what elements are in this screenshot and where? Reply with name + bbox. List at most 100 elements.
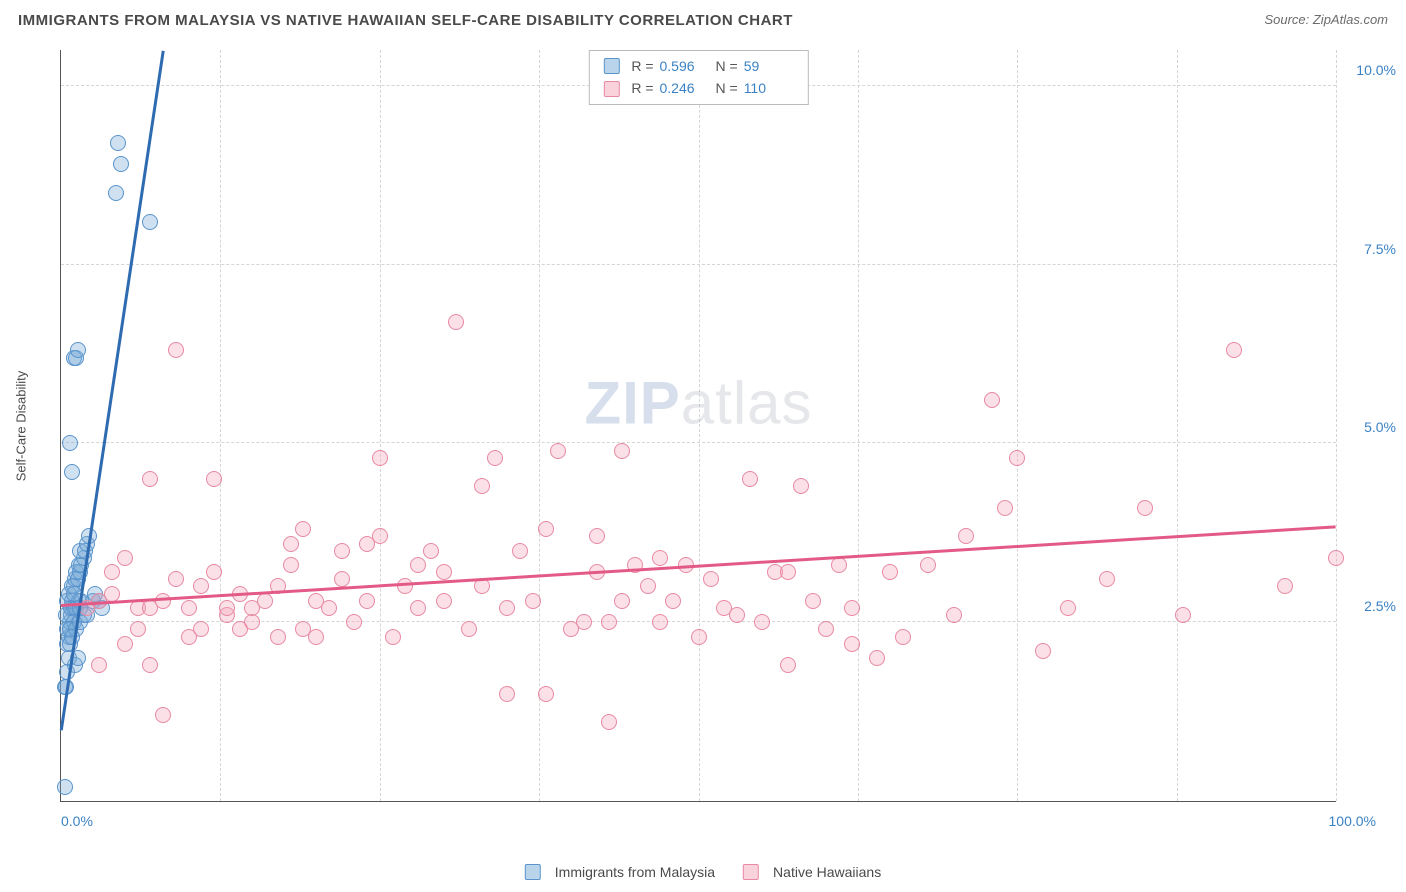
scatter-point — [372, 528, 388, 544]
scatter-point — [346, 614, 362, 630]
scatter-point — [1099, 571, 1115, 587]
scatter-point — [487, 450, 503, 466]
plot-region: Self-Care Disability ZIPatlas R = 0.596 … — [60, 50, 1336, 802]
scatter-point — [295, 521, 311, 537]
scatter-point — [283, 536, 299, 552]
scatter-point — [499, 686, 515, 702]
scatter-point — [104, 586, 120, 602]
scatter-point — [1060, 600, 1076, 616]
scatter-point — [652, 614, 668, 630]
scatter-point — [1328, 550, 1344, 566]
legend-item-malaysia: Immigrants from Malaysia — [525, 864, 715, 880]
gridline-vertical — [1336, 50, 1337, 801]
scatter-point — [576, 614, 592, 630]
chart-title: IMMIGRANTS FROM MALAYSIA VS NATIVE HAWAI… — [18, 12, 793, 29]
scatter-point — [321, 600, 337, 616]
scatter-point — [62, 435, 78, 451]
scatter-point — [499, 600, 515, 616]
watermark-zip: ZIP — [584, 369, 680, 436]
scatter-point — [754, 614, 770, 630]
swatch-blue-icon — [525, 864, 541, 880]
scatter-point — [410, 557, 426, 573]
scatter-point — [1226, 342, 1242, 358]
source-attribution: Source: ZipAtlas.com — [1264, 12, 1388, 27]
scatter-point — [168, 342, 184, 358]
scatter-point — [104, 564, 120, 580]
scatter-point — [193, 578, 209, 594]
scatter-point — [474, 478, 490, 494]
scatter-point — [844, 600, 860, 616]
r-value-malaysia: 0.596 — [660, 55, 710, 77]
scatter-point — [206, 564, 222, 580]
scatter-point — [308, 629, 324, 645]
correlation-legend: R = 0.596 N = 59 R = 0.246 N = 110 — [588, 50, 808, 105]
scatter-point — [110, 135, 126, 151]
scatter-point — [257, 593, 273, 609]
scatter-point — [614, 443, 630, 459]
scatter-point — [1137, 500, 1153, 516]
scatter-point — [423, 543, 439, 559]
scatter-point — [1009, 450, 1025, 466]
r-label: R = — [631, 55, 653, 77]
gridline-vertical — [1177, 50, 1178, 801]
scatter-point — [206, 471, 222, 487]
gridline-vertical — [220, 50, 221, 801]
scatter-point — [155, 593, 171, 609]
scatter-point — [168, 571, 184, 587]
scatter-point — [1277, 578, 1293, 594]
scatter-point — [64, 464, 80, 480]
swatch-blue-icon — [603, 58, 619, 74]
scatter-point — [117, 636, 133, 652]
scatter-point — [1175, 607, 1191, 623]
scatter-point — [113, 156, 129, 172]
scatter-point — [805, 593, 821, 609]
scatter-point — [461, 621, 477, 637]
series-legend: Immigrants from Malaysia Native Hawaiian… — [525, 864, 881, 880]
y-tick-label: 5.0% — [1364, 419, 1396, 435]
scatter-point — [997, 500, 1013, 516]
n-label: N = — [716, 55, 738, 77]
scatter-point — [958, 528, 974, 544]
scatter-point — [946, 607, 962, 623]
y-axis-label: Self-Care Disability — [14, 370, 29, 481]
y-tick-label: 2.5% — [1364, 598, 1396, 614]
scatter-point — [869, 650, 885, 666]
scatter-point — [652, 550, 668, 566]
legend-row-hawaiian: R = 0.246 N = 110 — [603, 77, 793, 99]
y-tick-label: 7.5% — [1364, 241, 1396, 257]
scatter-point — [142, 471, 158, 487]
scatter-point — [601, 714, 617, 730]
n-label: N = — [716, 77, 738, 99]
scatter-point — [640, 578, 656, 594]
scatter-point — [372, 450, 388, 466]
scatter-point — [359, 593, 375, 609]
scatter-point — [793, 478, 809, 494]
gridline-vertical — [699, 50, 700, 801]
scatter-point — [780, 657, 796, 673]
gridline-vertical — [380, 50, 381, 801]
swatch-pink-icon — [603, 81, 619, 97]
scatter-point — [130, 621, 146, 637]
watermark-atlas: atlas — [681, 369, 813, 436]
chart-area: Self-Care Disability ZIPatlas R = 0.596 … — [60, 50, 1376, 842]
scatter-point — [193, 621, 209, 637]
scatter-point — [780, 564, 796, 580]
scatter-point — [665, 593, 681, 609]
scatter-point — [550, 443, 566, 459]
scatter-point — [436, 564, 452, 580]
scatter-point — [614, 593, 630, 609]
scatter-point — [538, 686, 554, 702]
scatter-point — [436, 593, 452, 609]
scatter-point — [703, 571, 719, 587]
scatter-point — [895, 629, 911, 645]
scatter-point — [397, 578, 413, 594]
legend-label-hawaiian: Native Hawaiians — [773, 864, 881, 880]
scatter-point — [920, 557, 936, 573]
n-value-malaysia: 59 — [744, 55, 794, 77]
scatter-point — [525, 593, 541, 609]
scatter-point — [742, 471, 758, 487]
scatter-point — [512, 543, 528, 559]
scatter-point — [691, 629, 707, 645]
legend-label-malaysia: Immigrants from Malaysia — [555, 864, 715, 880]
scatter-point — [1035, 643, 1051, 659]
